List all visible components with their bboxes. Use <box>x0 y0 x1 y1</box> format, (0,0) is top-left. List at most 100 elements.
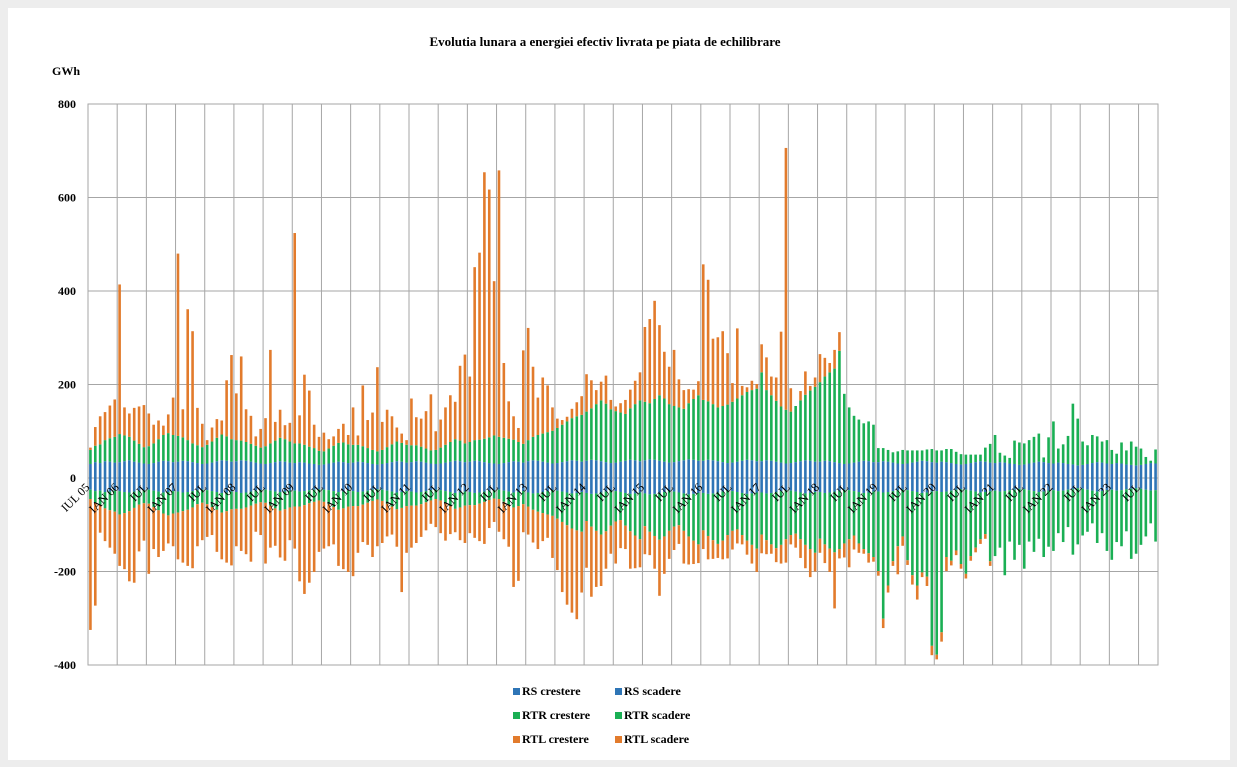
bar-segment <box>784 409 788 464</box>
bar-segment <box>376 499 379 547</box>
bar-segment <box>371 412 374 450</box>
bar-segment <box>628 459 632 478</box>
bar-segment <box>813 386 817 462</box>
bar-segment <box>147 478 151 490</box>
bar-segment <box>380 463 384 478</box>
bar-segment <box>342 508 345 570</box>
bar-segment <box>765 540 768 555</box>
bar-segment <box>726 535 729 559</box>
bar-segment <box>1061 478 1065 491</box>
bar-segment <box>911 462 914 478</box>
bar-segment <box>186 461 190 478</box>
bar-segment <box>993 434 997 464</box>
bar-segment <box>735 478 739 493</box>
bar-segment <box>833 462 836 478</box>
bar-segment <box>483 462 486 478</box>
bar-segment <box>424 478 428 492</box>
bar-segment <box>551 407 554 431</box>
bar-segment <box>103 440 107 462</box>
bar-segment <box>789 478 793 491</box>
bar-segment <box>517 461 520 478</box>
bar-segment <box>113 462 117 478</box>
bar-segment <box>740 385 744 396</box>
bar-segment <box>521 478 525 492</box>
bar-segment <box>337 492 340 510</box>
bar-segment <box>346 506 350 572</box>
bar-segment <box>376 464 379 478</box>
bar-segment <box>337 442 340 462</box>
bar-segment <box>808 460 812 478</box>
bar-segment <box>366 490 369 503</box>
bar-segment <box>1125 464 1128 478</box>
bar-segment <box>1003 462 1007 478</box>
bar-segment <box>239 440 243 461</box>
bar-segment <box>857 543 861 553</box>
bar-segment <box>215 478 219 493</box>
bar-segment <box>361 478 365 492</box>
bar-segment <box>1003 478 1007 492</box>
bar-segment <box>833 552 836 609</box>
bar-segment <box>1037 492 1041 539</box>
bar-segment <box>585 521 588 568</box>
bar-segment <box>580 492 583 532</box>
bar-segment <box>706 493 710 536</box>
bar-segment <box>590 493 593 527</box>
bar-segment <box>225 460 228 478</box>
bar-segment <box>804 544 807 569</box>
bar-segment <box>512 461 515 478</box>
bar-segment <box>1091 490 1094 524</box>
bar-segment <box>930 491 934 646</box>
bar-segment <box>755 461 759 478</box>
bar-segment <box>1149 478 1153 491</box>
bar-segment <box>254 462 258 478</box>
bar-segment <box>886 449 890 462</box>
bar-segment <box>337 478 340 493</box>
bar-segment <box>419 478 423 493</box>
bar-segment <box>162 513 165 551</box>
bar-segment <box>692 398 695 460</box>
bar-segment <box>575 416 579 461</box>
bar-segment <box>799 400 802 462</box>
bar-segment <box>891 491 895 562</box>
bar-segment <box>244 478 248 493</box>
bar-segment <box>492 498 496 522</box>
bar-segment <box>283 439 287 462</box>
bar-segment <box>867 492 870 554</box>
bar-segment <box>585 478 588 493</box>
bar-segment <box>886 461 890 478</box>
bar-segment <box>638 492 642 540</box>
bar-segment <box>380 421 384 450</box>
bar-segment <box>541 433 545 462</box>
bar-segment <box>235 393 238 441</box>
bar-segment <box>945 462 948 478</box>
bar-segment <box>1105 440 1109 464</box>
bar-segment <box>205 490 209 505</box>
bar-segment <box>1022 443 1026 465</box>
bar-segment <box>526 506 530 535</box>
bar-segment <box>497 499 501 532</box>
bar-segment <box>998 478 1002 492</box>
bar-segment <box>886 585 890 593</box>
bar-segment <box>959 564 963 569</box>
bar-segment <box>298 443 301 463</box>
bar-segment <box>1022 489 1026 569</box>
bar-segment <box>784 147 788 410</box>
bar-segment <box>449 506 452 535</box>
bar-segment <box>483 172 486 439</box>
bar-segment <box>337 428 340 443</box>
bar-segment <box>755 492 759 549</box>
bar-segment <box>818 382 822 462</box>
bar-segment <box>264 478 267 490</box>
bar-segment <box>108 491 112 511</box>
bar-segment <box>93 427 97 446</box>
bar-segment <box>604 491 608 532</box>
bar-segment <box>877 478 880 492</box>
bar-segment <box>293 233 297 444</box>
bar-segment <box>463 354 467 444</box>
bar-segment <box>298 462 301 478</box>
bar-segment <box>395 478 399 493</box>
bar-segment <box>200 463 204 478</box>
bar-segment <box>852 415 856 463</box>
bar-segment <box>152 490 155 507</box>
bar-segment <box>113 511 117 554</box>
